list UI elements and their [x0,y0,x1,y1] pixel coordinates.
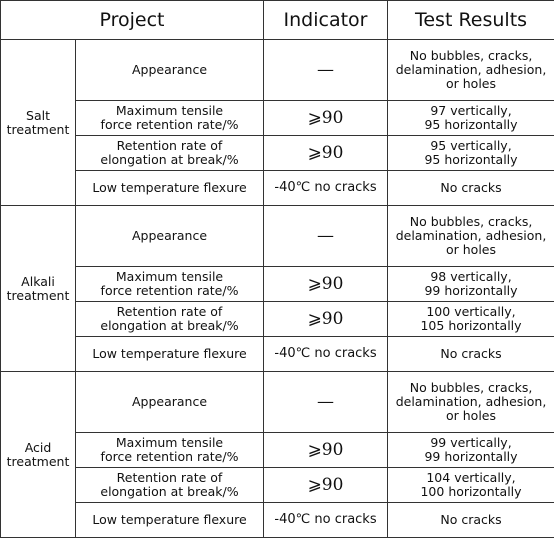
indicator: ⩾90 [263,467,389,503]
indicator: ⩾90 [263,301,389,337]
item: Maximum tensile force retention rate/% [74,266,265,302]
table-row: Alkali treatment Appearance — No bubbles, c… [0,205,554,372]
group-name: Acid treatment [0,371,76,538]
table-row: Low temperature flexure -40℃ no cracks No … [1,502,554,538]
table-row: Retention rate of elongation at break/% ⩾… [1,467,554,503]
result: 98 vertically, 99 horizontally [387,266,554,302]
header-cell: Project [0,0,265,40]
indicator: ⩾90 [263,266,389,302]
result: 97 vertically, 95 horizontally [387,100,554,136]
item: Appearance [74,39,265,101]
item: Low temperature flexure [74,336,265,372]
item: Maximum tensile force retention rate/% [74,100,265,136]
item: Appearance [74,371,265,433]
item: Retention rate of elongation at break/% [74,135,265,171]
indicator: -40℃ no cracks [263,502,389,538]
indicator: — [263,371,389,433]
indicator: -40℃ no cracks [263,336,389,372]
table-row: Retention rate of elongation at break/% ⩾… [1,135,554,171]
indicator: ⩾90 [263,432,389,468]
indicator: -40℃ no cracks [263,170,389,206]
item: Appearance [74,205,265,267]
result: 95 vertically, 95 horizontally [387,135,554,171]
item: Retention rate of elongation at break/% [74,467,265,503]
indicator: — [263,205,389,267]
indicator: ⩾90 [263,135,389,171]
header-cell: Test Results [387,0,554,40]
table-row: Low temperature flexure -40℃ no cracks No … [1,170,554,206]
result: No cracks [387,170,554,206]
table-row: Maximum tensile force retention rate/% ⩾9… [1,100,554,136]
table-row: Acid treatment Appearance — No bubbles, cra… [0,371,554,538]
item: Retention rate of elongation at break/% [74,301,265,337]
group-name: Salt treatment [0,39,76,206]
table-row: Low temperature flexure -40℃ no cracks No … [1,336,554,372]
table-row: Maximum tensile force retention rate/% ⩾9… [1,266,554,302]
header-cell: Indicator [263,0,389,40]
table-row: Salt treatment Appearance — No bubbles, cra… [0,39,554,206]
result: No cracks [387,502,554,538]
item: Low temperature flexure [74,502,265,538]
header-row: Project Indicator Test Results [0,0,554,40]
result: 104 vertically, 100 horizontally [387,467,554,503]
result: No cracks [387,336,554,372]
table-row: Retention rate of elongation at break/% ⩾… [1,301,554,337]
table-row: Maximum tensile force retention rate/% ⩾9… [1,432,554,468]
item: Low temperature flexure [74,170,265,206]
item: Maximum tensile force retention rate/% [74,432,265,468]
result: 99 vertically, 99 horizontally [387,432,554,468]
result: 100 vertically, 105 horizontally [387,301,554,337]
indicator: — [263,39,389,101]
result: No bubbles, cracks, delamination, adhesi… [387,205,554,267]
result: No bubbles, cracks, delamination, adhesi… [387,371,554,433]
result: No bubbles, cracks, delamination, adhesi… [387,39,554,101]
indicator: ⩾90 [263,100,389,136]
group-name: Alkali treatment [0,205,76,372]
